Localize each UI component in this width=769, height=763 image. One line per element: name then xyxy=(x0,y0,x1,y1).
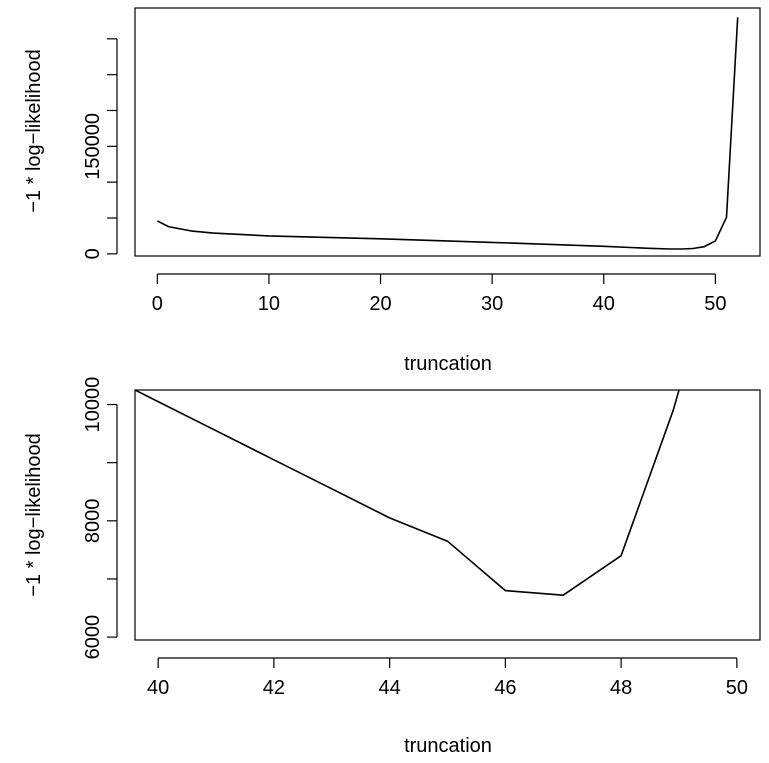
y-tick-label-bottom: 8000 xyxy=(82,499,104,544)
x-axis-label-bottom: truncation xyxy=(404,735,492,757)
y-axis-label-bottom: −1 * log−likelihood xyxy=(23,433,45,596)
x-axis-label-top: truncation xyxy=(404,353,492,375)
plot-area-bottom: 40 42 44 46 48 50 6000 8000 10000 xyxy=(82,377,761,699)
panel-bottom: 40 42 44 46 48 50 6000 8000 10000 truncation −1 … xyxy=(23,377,761,757)
x-tick-label-top: 0 xyxy=(152,293,163,315)
x-tick-label-top: 40 xyxy=(593,293,615,315)
x-tick-label-bottom: 40 xyxy=(147,677,169,699)
x-tick-label-bottom: 46 xyxy=(494,677,516,699)
y-tick-label-top: 0 xyxy=(82,248,104,259)
panel-top: 0 10 20 30 40 50 0 150000 truncation −1 * log−l… xyxy=(23,7,761,375)
x-tick-label-top: 10 xyxy=(258,293,280,315)
y-axis-label-top: −1 * log−likelihood xyxy=(23,49,45,212)
series-line-top xyxy=(156,17,739,250)
x-tick-label-bottom: 48 xyxy=(610,677,632,699)
y-tick-label-bottom: 10000 xyxy=(82,377,104,433)
y-tick-label-top: 150000 xyxy=(82,113,104,180)
plot-frame-top xyxy=(134,7,761,257)
x-tick-label-top: 30 xyxy=(481,293,503,315)
plot-frame-bottom xyxy=(134,389,761,641)
x-tick-label-top: 20 xyxy=(369,293,391,315)
x-tick-label-bottom: 50 xyxy=(726,677,748,699)
x-tick-label-bottom: 42 xyxy=(263,677,285,699)
plot-area-top: 0 10 20 30 40 50 0 150000 xyxy=(82,7,761,315)
x-tick-label-bottom: 44 xyxy=(379,677,401,699)
y-tick-label-bottom: 6000 xyxy=(82,615,104,660)
series-line-bottom xyxy=(135,390,680,597)
x-tick-label-top: 50 xyxy=(704,293,726,315)
